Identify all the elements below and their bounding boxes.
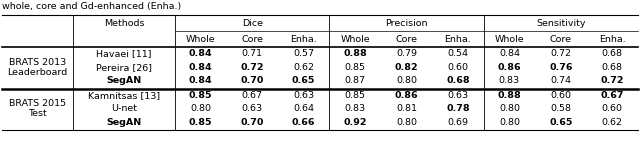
Text: Whole: Whole bbox=[340, 35, 370, 43]
Text: Havaei [11]: Havaei [11] bbox=[96, 49, 152, 58]
Text: whole, core and Gd-enhanced (Enha.): whole, core and Gd-enhanced (Enha.) bbox=[2, 2, 181, 11]
Text: 0.85: 0.85 bbox=[189, 118, 212, 127]
Text: 0.70: 0.70 bbox=[241, 76, 264, 85]
Text: 0.72: 0.72 bbox=[550, 49, 572, 58]
Text: Enha.: Enha. bbox=[445, 35, 471, 43]
Text: 0.81: 0.81 bbox=[396, 104, 417, 113]
Text: 0.63: 0.63 bbox=[242, 104, 263, 113]
Text: 0.80: 0.80 bbox=[190, 104, 211, 113]
Text: 0.72: 0.72 bbox=[600, 76, 624, 85]
Text: 0.83: 0.83 bbox=[344, 104, 365, 113]
Text: 0.65: 0.65 bbox=[292, 76, 316, 85]
Text: Core: Core bbox=[396, 35, 417, 43]
Text: 0.84: 0.84 bbox=[499, 49, 520, 58]
Text: 0.80: 0.80 bbox=[396, 76, 417, 85]
Text: 0.76: 0.76 bbox=[549, 63, 573, 72]
Text: Core: Core bbox=[241, 35, 263, 43]
Text: SegAN: SegAN bbox=[106, 76, 141, 85]
Text: 0.68: 0.68 bbox=[602, 63, 623, 72]
Text: 0.60: 0.60 bbox=[447, 63, 468, 72]
Text: 0.63: 0.63 bbox=[447, 91, 468, 100]
Text: 0.80: 0.80 bbox=[499, 118, 520, 127]
Text: 0.65: 0.65 bbox=[549, 118, 573, 127]
Text: 0.87: 0.87 bbox=[344, 76, 365, 85]
Text: 0.85: 0.85 bbox=[344, 63, 365, 72]
Text: U-net: U-net bbox=[111, 104, 137, 113]
Text: BRATS 2013
Leaderboard: BRATS 2013 Leaderboard bbox=[8, 58, 68, 77]
Text: BRATS 2015
Test: BRATS 2015 Test bbox=[9, 99, 66, 118]
Text: 0.85: 0.85 bbox=[189, 91, 212, 100]
Text: 0.68: 0.68 bbox=[602, 49, 623, 58]
Text: 0.68: 0.68 bbox=[446, 76, 470, 85]
Text: 0.92: 0.92 bbox=[343, 118, 367, 127]
Text: SegAN: SegAN bbox=[106, 118, 141, 127]
Text: 0.58: 0.58 bbox=[550, 104, 572, 113]
Text: 0.79: 0.79 bbox=[396, 49, 417, 58]
Text: 0.84: 0.84 bbox=[189, 49, 212, 58]
Text: 0.74: 0.74 bbox=[550, 76, 572, 85]
Text: 0.70: 0.70 bbox=[241, 118, 264, 127]
Text: 0.84: 0.84 bbox=[189, 63, 212, 72]
Text: Methods: Methods bbox=[104, 18, 144, 28]
Text: 0.54: 0.54 bbox=[447, 49, 468, 58]
Text: 0.88: 0.88 bbox=[343, 49, 367, 58]
Text: 0.71: 0.71 bbox=[242, 49, 262, 58]
Text: 0.80: 0.80 bbox=[499, 104, 520, 113]
Text: Core: Core bbox=[550, 35, 572, 43]
Text: 0.67: 0.67 bbox=[600, 91, 624, 100]
Text: 0.82: 0.82 bbox=[395, 63, 419, 72]
Text: 0.62: 0.62 bbox=[602, 118, 623, 127]
Text: 0.85: 0.85 bbox=[344, 91, 365, 100]
Text: Pereira [26]: Pereira [26] bbox=[96, 63, 152, 72]
Text: Enha.: Enha. bbox=[290, 35, 317, 43]
Text: Precision: Precision bbox=[385, 18, 428, 28]
Text: 0.60: 0.60 bbox=[550, 91, 572, 100]
Text: 0.57: 0.57 bbox=[293, 49, 314, 58]
Text: 0.72: 0.72 bbox=[241, 63, 264, 72]
Text: 0.80: 0.80 bbox=[396, 118, 417, 127]
Text: Whole: Whole bbox=[495, 35, 524, 43]
Text: 0.60: 0.60 bbox=[602, 104, 623, 113]
Text: 0.63: 0.63 bbox=[293, 91, 314, 100]
Text: 0.83: 0.83 bbox=[499, 76, 520, 85]
Text: Enha.: Enha. bbox=[599, 35, 626, 43]
Text: Sensitivity: Sensitivity bbox=[536, 18, 586, 28]
Text: 0.62: 0.62 bbox=[293, 63, 314, 72]
Text: 0.86: 0.86 bbox=[497, 63, 521, 72]
Text: Kamnitsas [13]: Kamnitsas [13] bbox=[88, 91, 160, 100]
Text: Whole: Whole bbox=[186, 35, 216, 43]
Text: 0.88: 0.88 bbox=[497, 91, 521, 100]
Text: 0.67: 0.67 bbox=[242, 91, 262, 100]
Text: 0.69: 0.69 bbox=[447, 118, 468, 127]
Text: 0.86: 0.86 bbox=[395, 91, 419, 100]
Text: 0.84: 0.84 bbox=[189, 76, 212, 85]
Text: 0.64: 0.64 bbox=[293, 104, 314, 113]
Text: 0.66: 0.66 bbox=[292, 118, 316, 127]
Text: 0.78: 0.78 bbox=[446, 104, 470, 113]
Text: Dice: Dice bbox=[242, 18, 262, 28]
